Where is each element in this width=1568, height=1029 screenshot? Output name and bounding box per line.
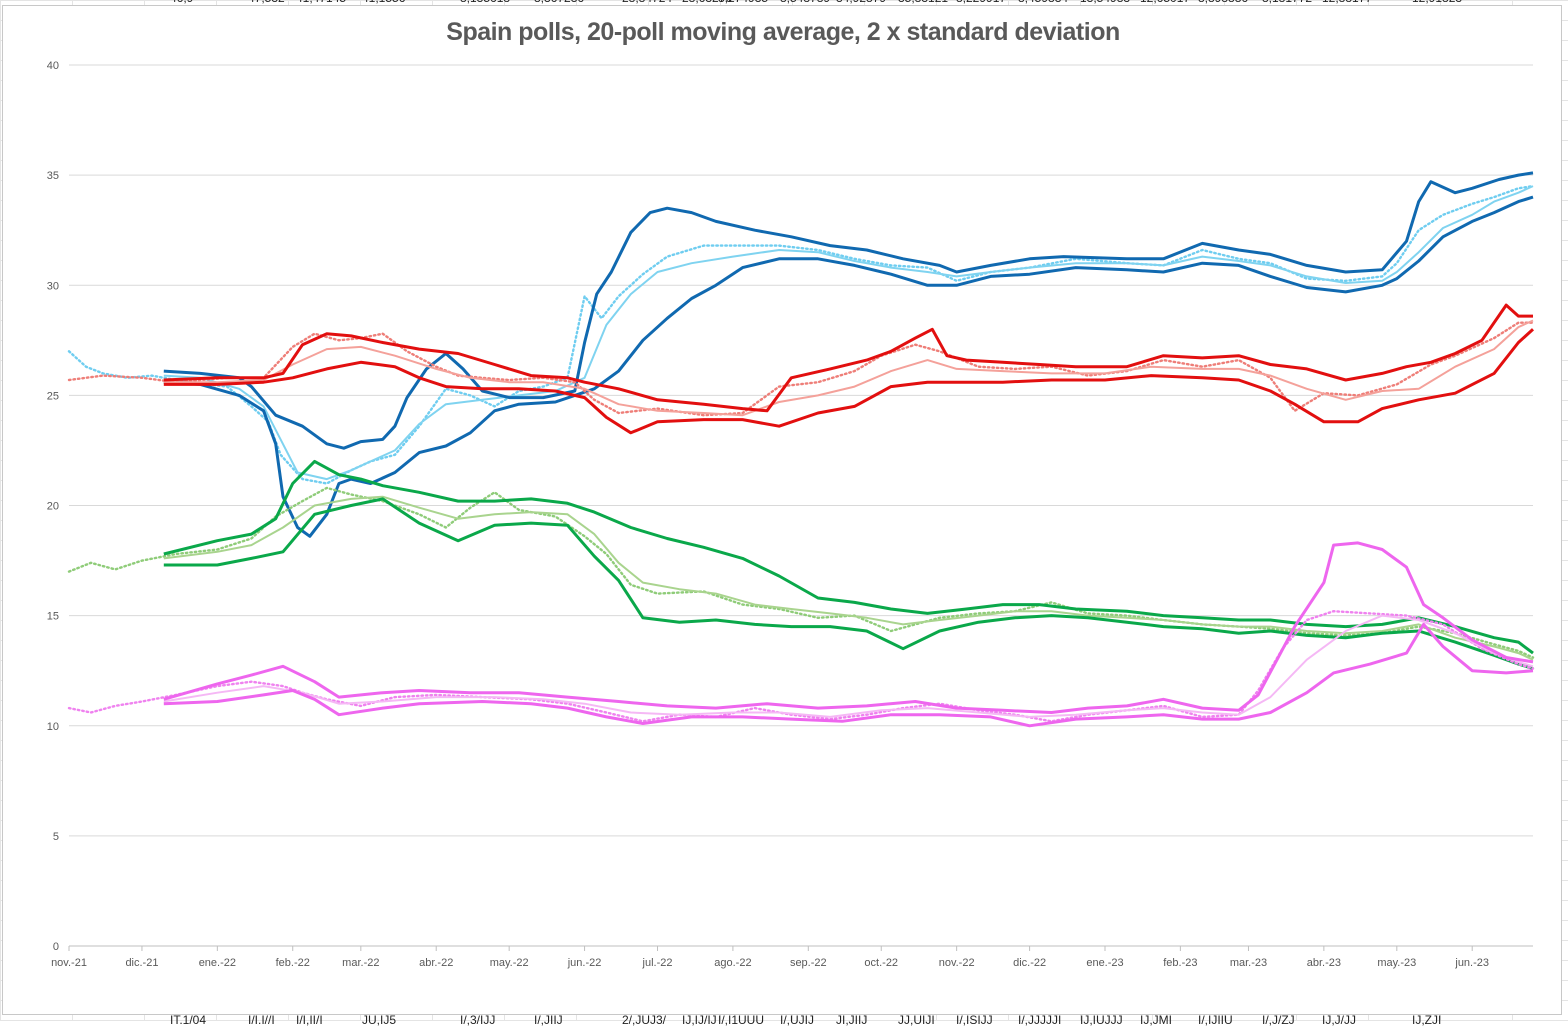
sheet-bottom-cell: I/,IJIIU	[1198, 1013, 1233, 1027]
x-tick-label: jun.-23	[1454, 957, 1489, 969]
lower-band-line	[163, 622, 1534, 728]
party-series-3	[67, 459, 1535, 670]
sheet-top-cell: 8,135618	[460, 0, 510, 5]
sheet-bottom-cell: I/,JIIJ	[534, 1013, 563, 1027]
sheet-top-cell: 46,9	[170, 0, 193, 5]
sheet-top-cell: 8,898886	[1198, 0, 1248, 5]
poll-dots-line	[67, 184, 1535, 485]
x-tick-label: nov.-21	[51, 957, 87, 969]
upper-band-line	[163, 459, 1534, 655]
sheet-top-cell: 8,367236	[534, 0, 584, 5]
moving-average-line	[163, 185, 1534, 481]
sheet-top-cell: 41,1556	[362, 0, 405, 5]
spreadsheet-row-top: 46,9 47,532 41,47145 41,1556 8,135618 8,36723…	[0, 0, 1568, 7]
party-series-2	[67, 303, 1535, 435]
sheet-top-cell: 28,84724	[622, 0, 672, 5]
x-tick-label: abr.-23	[1307, 957, 1341, 969]
sheet-bottom-cell: IT.1/04	[170, 1013, 207, 1027]
sheet-top-cell: 8,548789	[780, 0, 830, 5]
sheet-bottom-cell: I/I,II/I	[296, 1013, 323, 1027]
sheet-top-cell: 8,274935	[718, 0, 768, 5]
x-tick-label: abr.-22	[419, 957, 453, 969]
sheet-bottom-cell: I/,I1UUU	[718, 1013, 765, 1027]
x-tick-label: dic.-22	[1013, 957, 1046, 969]
series	[67, 171, 1535, 728]
sheet-top-cell: 8,229917	[956, 0, 1006, 5]
axes: 0 5 10 15 20 25 30 35 40 nov.-21 dic.-21 ene.-22 feb…	[47, 60, 1489, 969]
sheet-top-cell: 12,91823	[1412, 0, 1462, 5]
sheet-bottom-cell: IJ,IJ/IJ	[682, 1013, 717, 1027]
sheet-bottom-cell: IJ,JMI	[1140, 1013, 1172, 1027]
party-series-4	[67, 541, 1535, 728]
sheet-bottom-cell: I/,ISIJJ	[956, 1013, 993, 1027]
sheet-bottom-cell: IJ,ZJI	[1412, 1013, 1442, 1027]
spreadsheet-row-bottom: IT.1/04 I/I.I//I I/I,II/I JU,IJ5 I/,3/IJJ I/,…	[0, 1013, 1568, 1029]
chart-area[interactable]: 0 5 10 15 20 25 30 35 40 nov.-21 dic.-21 ene.-22 feb…	[2, 5, 1562, 1015]
sheet-bottom-cell: JI,JIIJ	[836, 1013, 868, 1027]
sheet-bottom-cell: I/,J/ZJ	[1262, 1013, 1295, 1027]
x-tick-label: jun.-22	[567, 957, 602, 969]
sheet-bottom-cell: I/,3/IJJ	[460, 1013, 496, 1027]
x-tick-label: ene.-22	[199, 957, 236, 969]
sheet-top-cell: 12,65017	[1140, 0, 1190, 5]
sheet-bottom-cell: JJ,UIJI	[898, 1013, 935, 1027]
sheet-bottom-cell: JU,IJ5	[362, 1013, 397, 1027]
moving-average-line	[163, 319, 1534, 417]
sheet-bottom-cell: IJ,IUJJJ	[1080, 1013, 1123, 1027]
x-tick-label: nov.-22	[939, 957, 975, 969]
y-tick-label: 30	[47, 280, 59, 292]
x-tick-label: sep.-22	[790, 957, 827, 969]
sheet-top-cell: 8,459834	[1018, 0, 1068, 5]
sheet-bottom-cell: 2/,JUJ3/	[622, 1013, 667, 1027]
lower-band-line	[163, 195, 1534, 538]
sheet-top-cell: 8,181772	[1262, 0, 1312, 5]
sheet-top-cell: 34,92879	[836, 0, 886, 5]
upper-band-line	[163, 541, 1534, 714]
x-tick-label: ago.-22	[714, 957, 751, 969]
lower-band-line	[163, 328, 1535, 435]
sheet-top-cell: 12,88177	[1322, 0, 1372, 5]
sheet-bottom-cell: IJ,J/JJ	[1322, 1013, 1357, 1027]
sheet-bottom-cell: I/,JJJJJI	[1018, 1013, 1062, 1027]
x-tick-label: may.-22	[490, 957, 529, 969]
upper-band-line	[163, 303, 1533, 413]
gridlines	[69, 64, 1533, 947]
x-tick-label: ene.-23	[1086, 957, 1123, 969]
y-tick-label: 5	[53, 831, 59, 843]
sheet-top-cell: 41,47145	[296, 0, 346, 5]
y-tick-label: 15	[47, 611, 59, 623]
sheet-top-cell: 28,63276	[682, 0, 732, 5]
chart-svg: 0 5 10 15 20 25 30 35 40 nov.-21 dic.-21 ene.-22 feb…	[47, 18, 1535, 969]
lower-band-line	[163, 497, 1534, 670]
y-tick-label: 25	[47, 390, 59, 402]
y-tick-label: 35	[47, 170, 59, 182]
party-series-1	[67, 171, 1535, 538]
x-tick-label: feb.-23	[1163, 957, 1197, 969]
upper-band-line	[163, 171, 1534, 450]
x-tick-label: may.-23	[1377, 957, 1416, 969]
sheet-bottom-cell: I/,UJIJ	[780, 1013, 815, 1027]
x-tick-label: oct.-22	[864, 957, 898, 969]
moving-average-line	[163, 614, 1534, 718]
sheet-top-cell: 35,83121	[898, 0, 948, 5]
y-tick-label: 10	[47, 721, 59, 733]
poll-dots-line	[67, 321, 1535, 417]
x-tick-label: jul.-22	[642, 957, 673, 969]
sheet-bottom-cell: I/I.I//I	[248, 1013, 275, 1027]
y-tick-label: 40	[47, 60, 59, 72]
y-tick-label: 0	[53, 941, 59, 953]
x-tick-label: dic.-21	[125, 957, 158, 969]
y-tick-label: 20	[47, 501, 59, 513]
poll-dots-line	[67, 610, 1535, 723]
chart-title: Spain polls, 20-poll moving average, 2 x…	[446, 18, 1119, 46]
x-tick-label: feb.-22	[276, 957, 310, 969]
moving-average-line	[163, 495, 1534, 661]
x-tick-label: mar.-22	[342, 957, 379, 969]
sheet-top-cell: 13,54983	[1080, 0, 1130, 5]
x-tick-label: mar.-23	[1230, 957, 1267, 969]
poll-dots-line	[67, 486, 1535, 659]
sheet-top-cell: 47,532	[248, 0, 285, 5]
